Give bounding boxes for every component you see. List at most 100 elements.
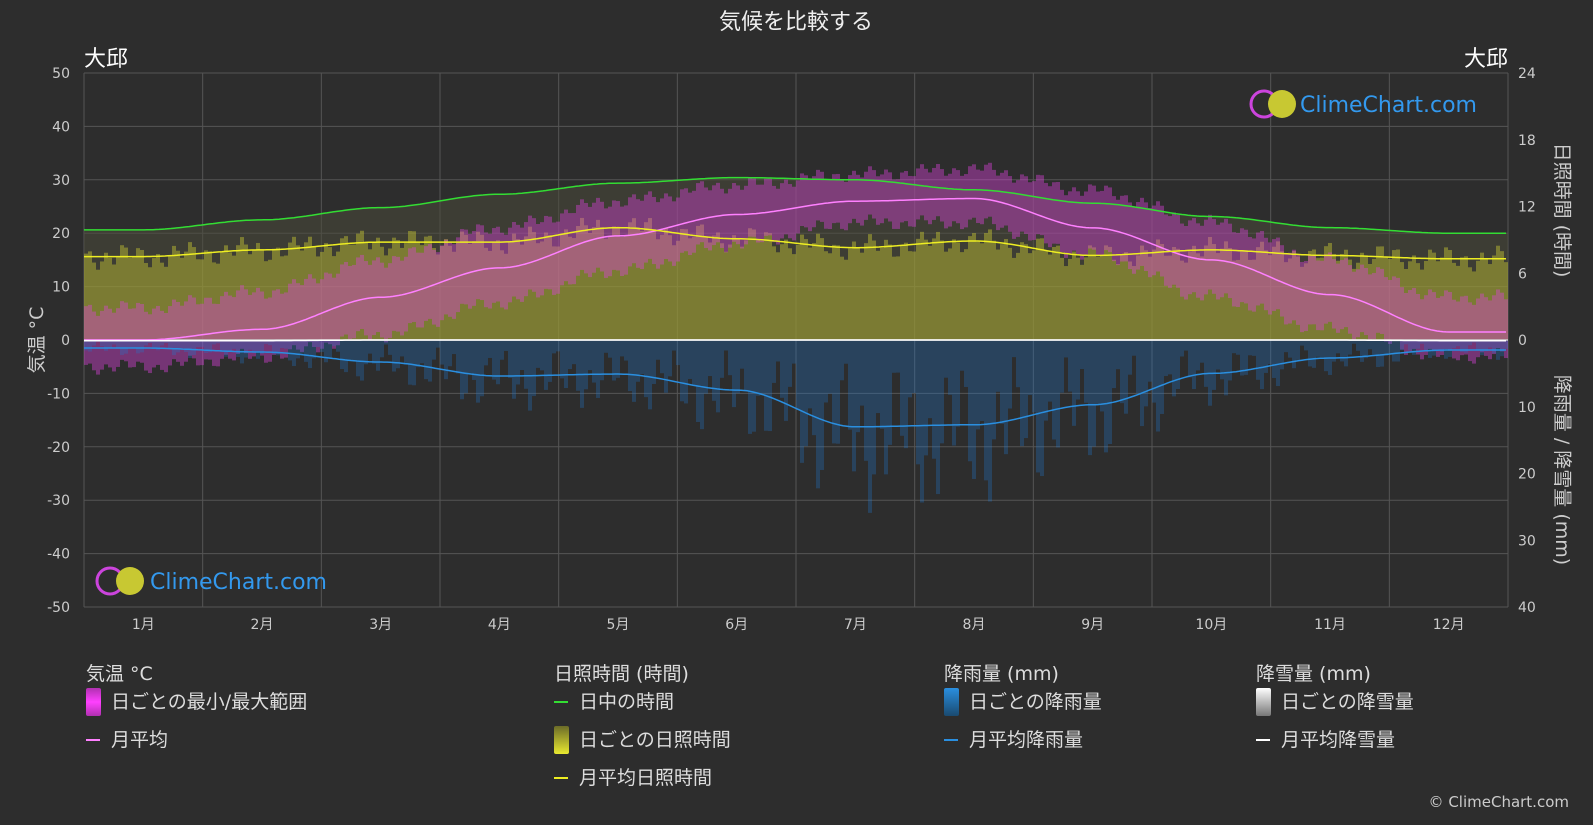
rain-bar	[272, 340, 276, 355]
daylight-bar	[1504, 233, 1508, 340]
rain-bar	[356, 340, 360, 377]
sunshine-bar	[440, 246, 444, 340]
sunshine-bar	[576, 225, 580, 340]
daylight-bar	[984, 190, 988, 340]
rain-bar	[928, 340, 932, 419]
daylight-bar	[1252, 219, 1256, 340]
sunshine-bar	[796, 244, 800, 340]
temp-range-bar	[340, 264, 344, 337]
temp-range-bar	[980, 170, 984, 225]
temp-range-bar	[1220, 222, 1224, 298]
rain-bar	[864, 340, 868, 461]
sunshine-bar	[820, 238, 824, 340]
rain-bar	[844, 340, 848, 364]
rain-bar	[1000, 340, 1004, 424]
rain-bar	[88, 340, 92, 352]
daylight-bar	[1088, 203, 1092, 340]
daylight-bar	[260, 219, 264, 340]
daylight-bar	[764, 177, 768, 340]
rain-bar	[544, 340, 548, 390]
temp-range-bar	[800, 173, 804, 227]
sunshine-bar	[1300, 266, 1304, 340]
rain-bar	[968, 340, 972, 462]
sunshine-bar	[672, 245, 676, 340]
temp-range-bar	[1200, 225, 1204, 301]
sunshine-bar	[968, 236, 972, 340]
temp-range-bar	[748, 178, 752, 237]
daylight-bar	[1260, 220, 1264, 340]
temp-range-bar	[1328, 252, 1332, 322]
rain-bar	[1204, 340, 1208, 387]
temp-range-bar	[108, 308, 112, 368]
sunshine-bar	[620, 236, 624, 340]
rain-bar	[984, 340, 988, 481]
month-tick-label: 12月	[1433, 617, 1465, 633]
sunshine-bar	[1032, 250, 1036, 340]
rain-bar	[1036, 340, 1040, 473]
daylight-bar	[820, 179, 824, 340]
rain-bar	[1100, 340, 1104, 412]
daylight-bar	[1352, 228, 1356, 340]
sunshine-bar	[1392, 250, 1396, 340]
daylight-bar	[212, 223, 216, 340]
daylight-bar	[1444, 233, 1448, 340]
temp-range-bar	[580, 199, 584, 270]
daylight-bar	[836, 179, 840, 340]
rain-bar	[824, 340, 828, 403]
sunshine-bar	[208, 251, 212, 340]
daylight-bar	[780, 178, 784, 340]
daylight-bar	[156, 229, 160, 340]
rain-bar	[200, 340, 204, 347]
rain-bar	[268, 340, 272, 346]
daylight-bar	[228, 221, 232, 340]
daylight-bar	[1012, 193, 1016, 340]
daylight-bar	[468, 196, 472, 340]
sunshine-bar	[648, 218, 652, 340]
rain-bar	[1140, 340, 1144, 427]
sunshine-bar	[172, 245, 176, 340]
daylight-bar	[1292, 225, 1296, 340]
daylight-bar	[1116, 204, 1120, 340]
left-tick-label: 30	[52, 173, 70, 189]
daylight-bar	[1480, 233, 1484, 340]
rain-bar	[608, 340, 612, 358]
daylight-bar	[832, 179, 836, 340]
daylight-bar	[204, 224, 208, 340]
daylight-bar	[1320, 227, 1324, 340]
sunshine-bar	[1440, 257, 1444, 340]
rain-bar	[1124, 340, 1128, 414]
sunshine-bar	[436, 254, 440, 340]
temp-range-bar	[952, 168, 956, 222]
rain-bar	[236, 340, 240, 357]
sunshine-bar	[744, 240, 748, 340]
daylight-bar	[324, 213, 328, 340]
sunshine-bar	[1232, 260, 1236, 340]
sunshine-bar	[368, 249, 372, 340]
rain-bar	[164, 340, 168, 344]
daylight-bar	[816, 179, 820, 340]
daylight-bar	[92, 229, 96, 340]
daylight-bar	[576, 186, 580, 340]
rain-bar	[1152, 340, 1156, 403]
rain-bar	[92, 340, 96, 346]
temp-range-bar	[1012, 182, 1016, 239]
sunshine-bar	[328, 247, 332, 340]
rain-bar	[988, 340, 992, 502]
daylight-bar	[1156, 210, 1160, 340]
rain-bar	[324, 340, 328, 363]
sunshine-bar	[88, 251, 92, 340]
rain-bar	[1020, 340, 1024, 447]
daylight-bar	[548, 189, 552, 340]
daylight-bar	[672, 180, 676, 340]
temp-range-bar	[1496, 289, 1500, 349]
temp-range-bar	[312, 278, 316, 347]
right-sun-tick-label: 6	[1518, 266, 1527, 282]
temp-range-bar	[976, 169, 980, 224]
rain-bar	[1156, 340, 1160, 432]
sunshine-bar	[760, 241, 764, 340]
daylight-bar	[344, 210, 348, 340]
sunshine-bar	[712, 235, 716, 340]
sunshine-bar	[584, 225, 588, 340]
rain-bar	[1412, 340, 1416, 355]
temp-range-bar	[128, 308, 132, 368]
